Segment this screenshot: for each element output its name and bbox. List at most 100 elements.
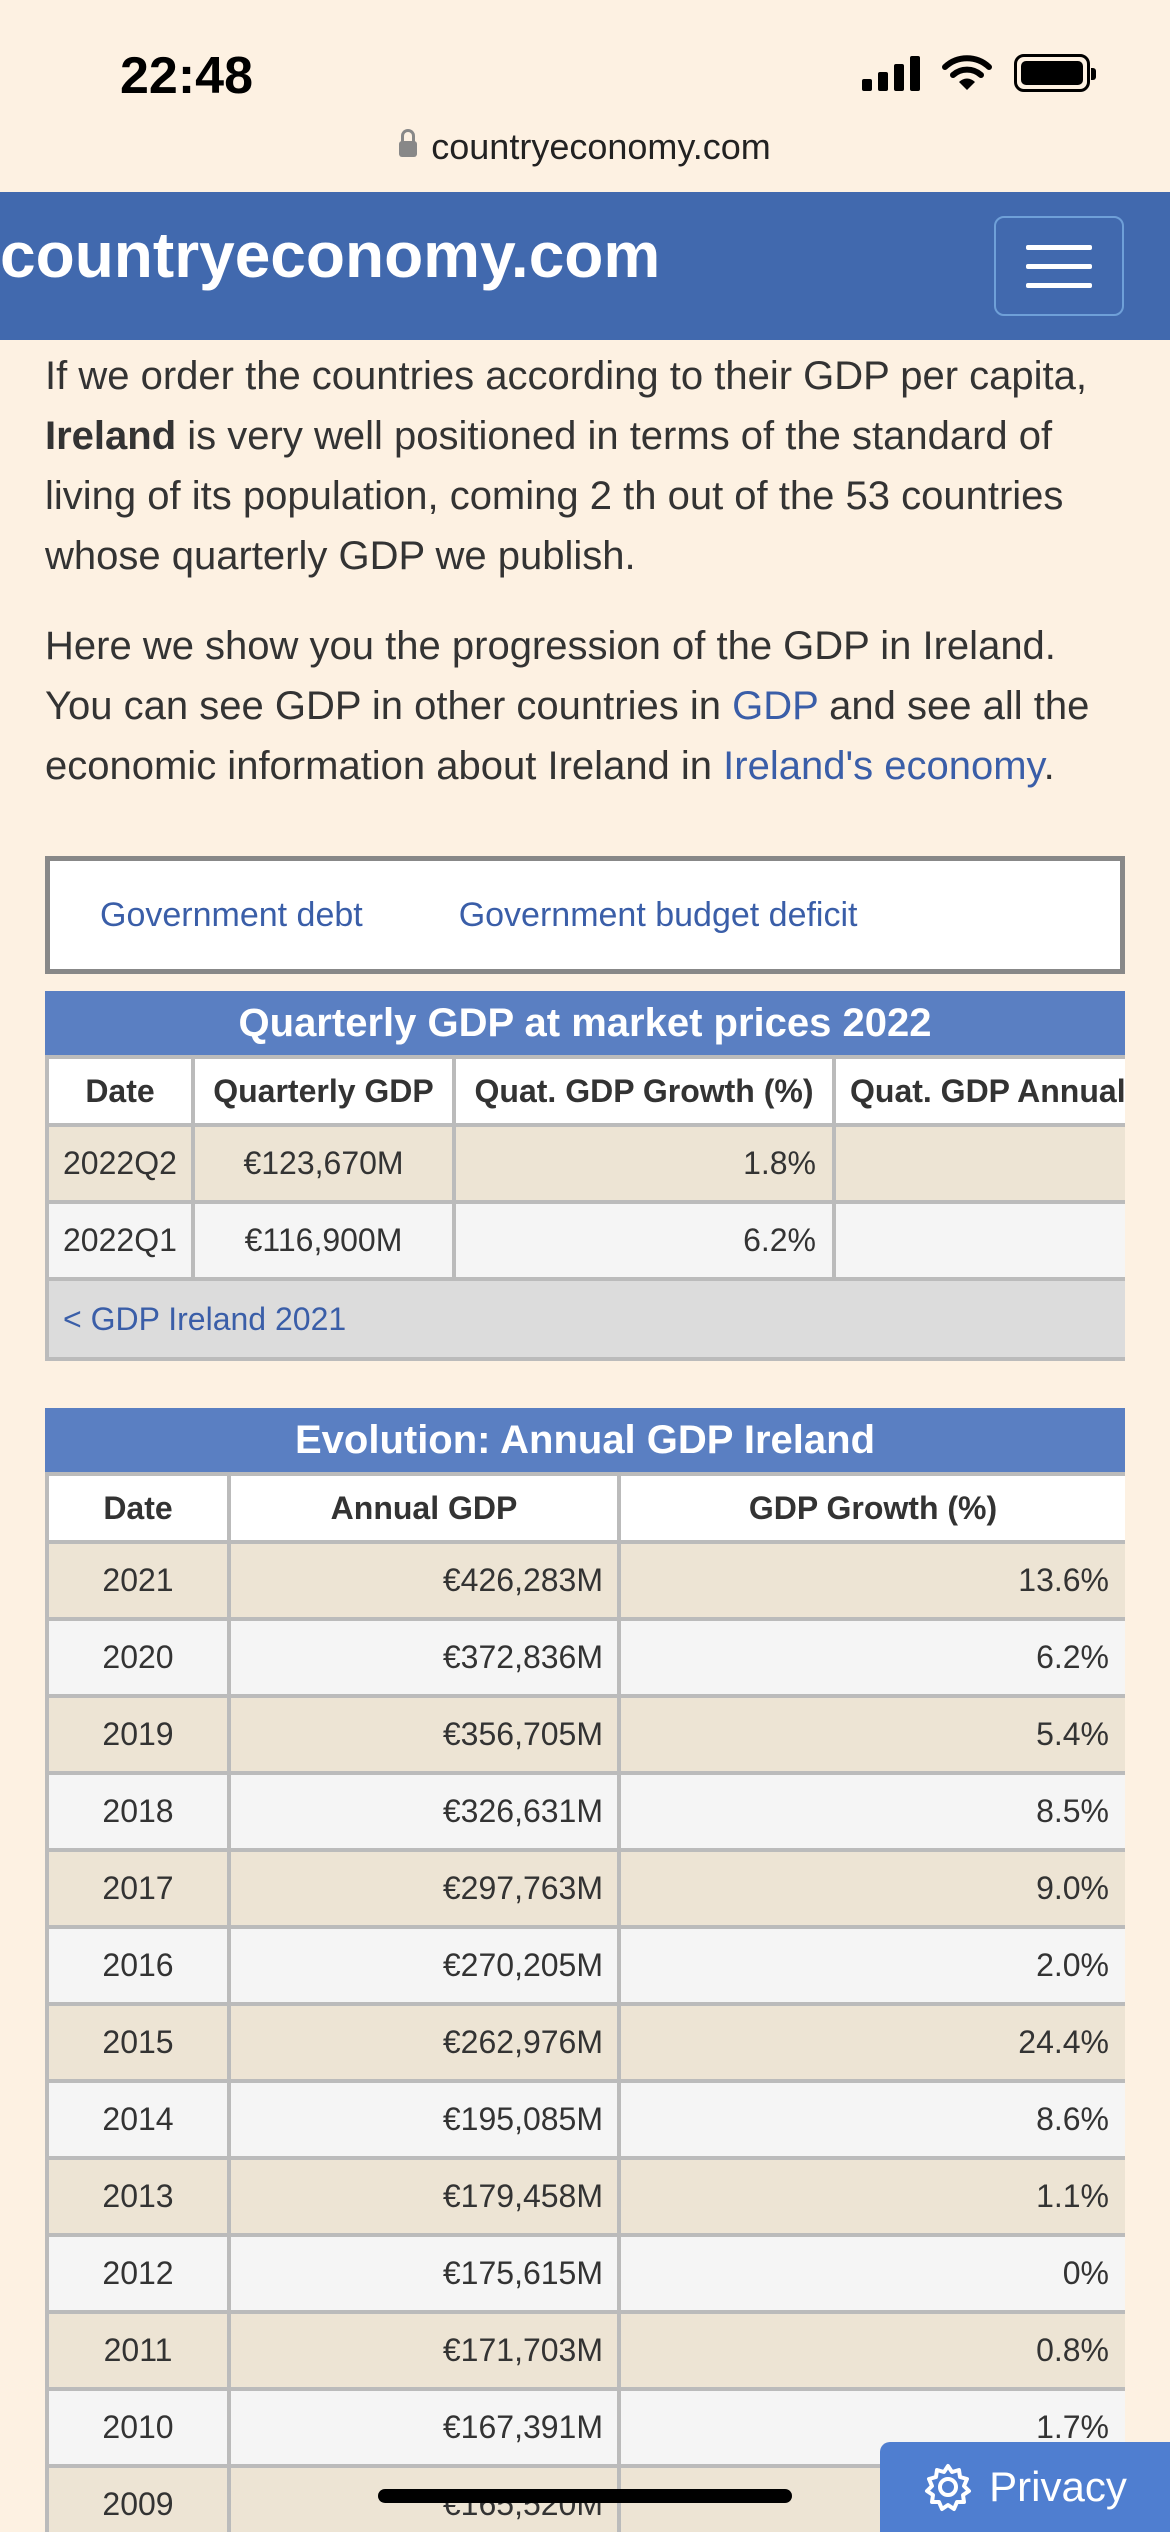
cell-year: 2013	[45, 2156, 231, 2237]
privacy-label: Privacy	[989, 2463, 1127, 2510]
cell-gdp: €175,615M	[227, 2233, 621, 2314]
cell-year: 2011	[45, 2310, 231, 2391]
table-nav-row: < GDP Ireland 2021	[45, 1277, 1125, 1361]
cell-year: 2009	[45, 2464, 231, 2532]
quarterly-gdp-table-container: Quarterly GDP at market prices 2022 Date…	[45, 991, 1125, 1361]
intro-paragraph-2: Here we show you the progression of the …	[45, 624, 1090, 788]
cell-year: 2019	[45, 1694, 231, 1775]
cell-growth: 1.1%	[617, 2156, 1125, 2237]
gear-icon	[925, 2464, 972, 2511]
cell-gdp: €262,976M	[227, 2002, 621, 2083]
cell-date: 2022Q1	[45, 1200, 195, 1281]
column-header-quarterly-growth[interactable]: Quat. GDP Growth (%)	[452, 1055, 836, 1127]
intro-paragraph-1: If we order the countries according to t…	[45, 354, 1088, 578]
quarterly-gdp-table: Date Quarterly GDP Quat. GDP Growth (%) …	[45, 1055, 1125, 1361]
menu-icon-bar	[1026, 244, 1092, 250]
nav-cell: < GDP Ireland 2021	[45, 1277, 1125, 1361]
table-row: 2022Q1 €116,900M 6.2%	[45, 1200, 1125, 1281]
status-icons	[862, 54, 1096, 92]
table-row: 2011 €171,703M 0.8%	[45, 2310, 1125, 2391]
cell-gdp: €270,205M	[227, 1925, 621, 2006]
annual-table-body: 2021 €426,283M 13.6% 2020 €372,836M 6.2% 2019 €…	[45, 1540, 1125, 2532]
country-name: Ireland	[45, 414, 177, 458]
annual-gdp-table: Date Annual GDP GDP Growth (%) 2021 €426,…	[45, 1472, 1125, 2532]
intro-content: If we order the countries according to t…	[45, 346, 1125, 796]
column-header-gdp-growth[interactable]: GDP Growth (%)	[617, 1472, 1125, 1544]
cell-year: 2020	[45, 1617, 231, 1698]
cell-growth: 1.8%	[452, 1123, 836, 1204]
site-header: countryeconomy.com	[0, 192, 1170, 340]
cell-growth: 6.2%	[452, 1200, 836, 1281]
cell-growth: 1.7%	[617, 2387, 1125, 2468]
cell-gdp: €171,703M	[227, 2310, 621, 2391]
table-row: 2020 €372,836M 6.2%	[45, 1617, 1125, 1698]
site-logo-title[interactable]: countryeconomy.com	[0, 219, 661, 291]
cell-year: 2018	[45, 1771, 231, 1852]
cell-growth: 5.4%	[617, 1694, 1125, 1775]
cell-gdp: €326,631M	[227, 1771, 621, 1852]
related-links-box: Government debt Government budget defici…	[45, 856, 1125, 974]
cell-gdp: €372,836M	[227, 1617, 621, 1698]
annual-table-caption: Evolution: Annual GDP Ireland	[45, 1408, 1125, 1472]
column-header-annual-gdp[interactable]: Annual GDP	[227, 1472, 621, 1544]
cell-gdp: €167,391M	[227, 2387, 621, 2468]
table-row: 2019 €356,705M 5.4%	[45, 1694, 1125, 1775]
table-row: 2015 €262,976M 24.4%	[45, 2002, 1125, 2083]
cell-growth: 6.2%	[617, 1617, 1125, 1698]
gdp-link[interactable]: GDP	[732, 684, 819, 728]
cell-growth: 13.6%	[617, 1540, 1125, 1621]
battery-icon	[1014, 54, 1096, 92]
menu-icon-bar	[1026, 282, 1092, 288]
government-budget-deficit-link[interactable]: Government budget deficit	[458, 895, 858, 934]
cell-gdp: €195,085M	[227, 2079, 621, 2160]
cell-year: 2015	[45, 2002, 231, 2083]
table-row: 2013 €179,458M 1.1%	[45, 2156, 1125, 2237]
cell-growth: 9.0%	[617, 1848, 1125, 1929]
cell-growth: 0.8%	[617, 2310, 1125, 2391]
column-header-date[interactable]: Date	[45, 1472, 231, 1544]
cell-annual-growth	[832, 1200, 1125, 1281]
cell-growth: 8.5%	[617, 1771, 1125, 1852]
wifi-icon	[942, 55, 992, 90]
table-row: 2012 €175,615M 0%	[45, 2233, 1125, 2314]
cell-year: 2017	[45, 1848, 231, 1929]
url-text: countryeconomy.com	[431, 126, 771, 167]
table-row: 2018 €326,631M 8.5%	[45, 1771, 1125, 1852]
cell-growth: 2.0%	[617, 1925, 1125, 2006]
hamburger-menu-button[interactable]	[994, 216, 1124, 316]
column-header-quarterly-gdp[interactable]: Quarterly GDP	[191, 1055, 456, 1127]
quarterly-table-caption: Quarterly GDP at market prices 2022	[45, 991, 1125, 1055]
cell-gdp: €179,458M	[227, 2156, 621, 2237]
cell-growth: 0%	[617, 2233, 1125, 2314]
annual-gdp-table-container: Evolution: Annual GDP Ireland Date Annua…	[45, 1408, 1125, 2532]
cell-growth: 24.4%	[617, 2002, 1125, 2083]
table-row: 2022Q2 €123,670M 1.8%	[45, 1123, 1125, 1204]
column-header-quarterly-annual-growth[interactable]: Quat. GDP Annual	[832, 1055, 1125, 1127]
cell-gdp: €426,283M	[227, 1540, 621, 1621]
cell-date: 2022Q2	[45, 1123, 195, 1204]
home-indicator[interactable]	[378, 2489, 792, 2503]
government-debt-link[interactable]: Government debt	[100, 895, 363, 934]
lock-icon	[399, 129, 418, 157]
column-header-date[interactable]: Date	[45, 1055, 195, 1127]
address-bar[interactable]: countryeconomy.com	[0, 126, 1170, 168]
cell-growth: 8.6%	[617, 2079, 1125, 2160]
cell-year: 2014	[45, 2079, 231, 2160]
cell-annual-growth	[832, 1123, 1125, 1204]
cell-year: 2021	[45, 1540, 231, 1621]
cell-gdp: €356,705M	[227, 1694, 621, 1775]
status-time: 22:48	[120, 47, 253, 105]
cell-year: 2012	[45, 2233, 231, 2314]
cell-year: 2010	[45, 2387, 231, 2468]
irelands-economy-link[interactable]: Ireland's economy	[723, 744, 1044, 788]
table-row: 2017 €297,763M 9.0%	[45, 1848, 1125, 1929]
cell-gdp: €116,900M	[191, 1200, 456, 1281]
previous-year-gdp-link[interactable]: < GDP Ireland 2021	[63, 1300, 347, 1337]
cell-gdp: €123,670M	[191, 1123, 456, 1204]
privacy-settings-button[interactable]: Privacy	[880, 2442, 1170, 2532]
status-bar: 22:48	[0, 0, 1170, 140]
menu-icon-bar	[1026, 263, 1092, 269]
cellular-signal-icon	[862, 55, 920, 91]
table-row: 2010 €167,391M 1.7%	[45, 2387, 1125, 2468]
cell-year: 2016	[45, 1925, 231, 2006]
